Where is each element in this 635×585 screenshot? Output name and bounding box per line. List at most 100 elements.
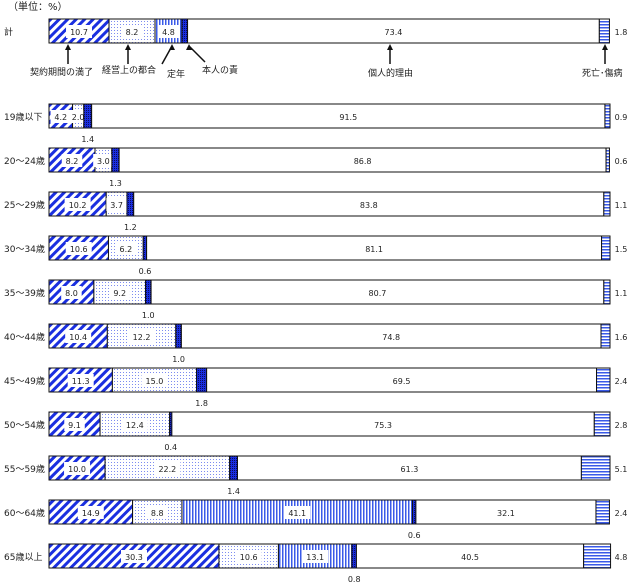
arrow-head-icon [125, 44, 131, 50]
data-label: 8.2 [66, 157, 79, 166]
bar-segment [596, 367, 611, 393]
bar-segment [604, 103, 611, 129]
legend-annotation: 死亡･傷病 [582, 67, 623, 79]
bar-segment [229, 455, 238, 481]
data-label: 0.6 [615, 157, 628, 166]
data-label-bg [67, 374, 94, 387]
data-label: 69.5 [393, 377, 411, 386]
legend-annotation: 契約期間の満了 [30, 66, 93, 78]
arrow-head-icon [387, 44, 393, 50]
bar-segment [580, 455, 611, 481]
unit-label: （単位：%） [8, 0, 68, 13]
bar-segment [181, 18, 189, 44]
data-label-bg [128, 330, 155, 343]
data-label-bg [65, 242, 92, 255]
data-label: 83.8 [360, 201, 378, 210]
data-label: 81.1 [365, 245, 383, 254]
data-label: 10.7 [70, 28, 88, 37]
data-label-bg [65, 330, 92, 343]
data-label-bg [64, 198, 91, 211]
data-label: 75.3 [374, 421, 392, 430]
data-label: 1.4 [227, 487, 240, 496]
data-label: 2.4 [615, 377, 628, 386]
data-label: 2.0 [72, 113, 85, 122]
data-label: 1.6 [615, 333, 628, 342]
data-label-bg [64, 418, 85, 431]
category-label: 50～54歳 [4, 419, 45, 431]
data-label: 10.2 [69, 201, 87, 210]
data-label-bg [115, 242, 137, 255]
bar-segment [593, 411, 611, 437]
data-label: 1.8 [615, 28, 628, 37]
data-label-bg [235, 550, 262, 563]
data-label: 11.3 [72, 377, 90, 386]
data-label-bg [61, 286, 82, 299]
data-label-bg [121, 25, 143, 38]
bar-segment [351, 543, 357, 569]
data-label: 0.9 [615, 113, 628, 122]
bar-segment [595, 499, 610, 525]
category-label: 65歳以上 [4, 551, 42, 563]
annotation-arrow [188, 45, 206, 63]
data-label: 0.6 [139, 267, 152, 276]
data-label: 13.1 [306, 553, 324, 562]
data-label: 1.1 [615, 201, 628, 210]
bar-segment [118, 147, 607, 173]
data-label: 1.5 [615, 245, 628, 254]
legend-annotation: 経営上の都合 [102, 64, 156, 76]
data-label-bg [141, 374, 168, 387]
data-label: 74.8 [382, 333, 400, 342]
bar-segment [236, 455, 582, 481]
data-label: 80.7 [369, 289, 387, 298]
category-label: 55～59歳 [4, 463, 45, 475]
category-label: 40～44歳 [4, 331, 45, 343]
data-label: 22.2 [158, 465, 176, 474]
data-label: 1.2 [124, 223, 137, 232]
category-label: 60～64歳 [4, 507, 45, 519]
data-label: 8.0 [65, 289, 78, 298]
bar-segment [126, 191, 135, 217]
data-label-bg [50, 110, 72, 123]
data-label-bg [66, 25, 93, 38]
data-label: 12.4 [126, 421, 144, 430]
data-label: 10.4 [69, 333, 87, 342]
bar-segment [150, 279, 605, 305]
arrow-head-icon [65, 44, 71, 50]
data-label: 10.6 [70, 245, 88, 254]
bar-segment [600, 323, 611, 349]
arrow-head-icon [602, 44, 608, 50]
data-label: 3.0 [97, 157, 110, 166]
data-label: 1.3 [109, 179, 122, 188]
data-label: 2.4 [615, 509, 628, 518]
bar-segment [603, 279, 611, 305]
bar-segment [412, 499, 417, 525]
bar-segment [83, 103, 93, 129]
data-label-bg [158, 25, 179, 38]
bar-segment [415, 499, 597, 525]
data-label: 41.1 [288, 509, 306, 518]
data-label-bg [61, 154, 83, 167]
bar-segment [146, 235, 603, 261]
data-label-bg [302, 550, 329, 563]
data-label-bg [284, 506, 311, 519]
bar-segment [601, 235, 611, 261]
data-label-bg [77, 506, 104, 519]
data-label-bg [64, 462, 91, 475]
bar-segment [111, 147, 120, 173]
data-label: 2.8 [615, 421, 628, 430]
data-label: 1.0 [172, 355, 185, 364]
data-label: 91.5 [339, 113, 357, 122]
data-label: 1.0 [142, 311, 155, 320]
data-label: 5.1 [615, 465, 628, 474]
data-label: 4.2 [54, 113, 67, 122]
data-label: 86.8 [354, 157, 372, 166]
bar-segment [206, 367, 598, 393]
data-label: 9.2 [113, 289, 126, 298]
data-label: 15.0 [146, 377, 164, 386]
category-label: 35～39歳 [4, 287, 45, 299]
data-label: 10.0 [68, 465, 86, 474]
data-label: 0.4 [164, 443, 177, 452]
data-label: 10.6 [240, 553, 258, 562]
data-label-bg [121, 418, 148, 431]
